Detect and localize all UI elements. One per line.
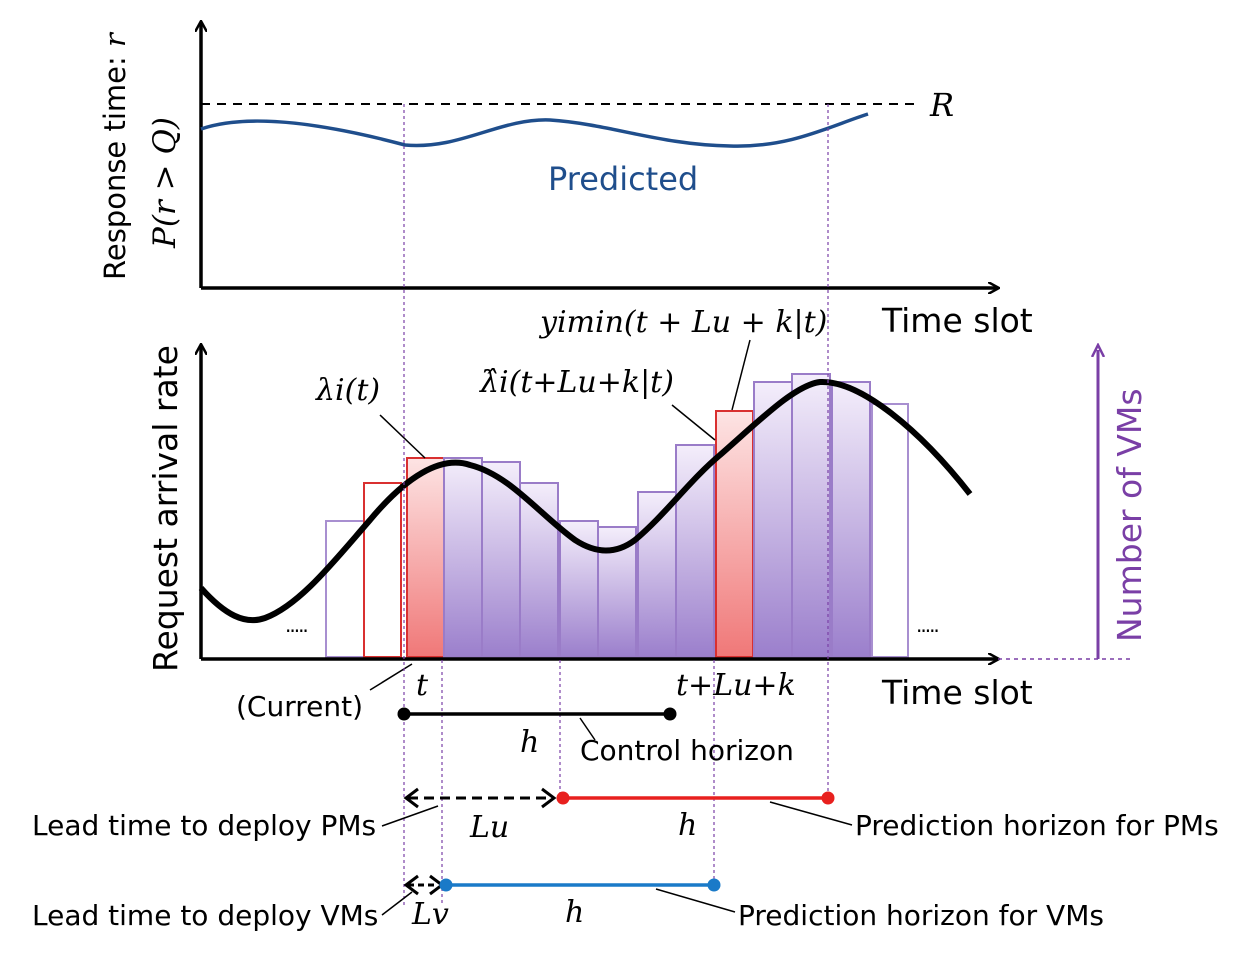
vm-bar — [443, 457, 483, 658]
vm-bar — [559, 520, 599, 658]
vm-lead-leader — [381, 891, 413, 916]
ymin-label: yimin(t + Lu + k|t) — [538, 305, 827, 340]
pm-horizon: Lu h Lead time to deploy PMs Prediction … — [32, 787, 1219, 845]
top-plot: R Predicted Response time: r P(r > Q) Ti… — [98, 22, 1033, 340]
ellipsis-right: ..... — [916, 613, 938, 637]
pm-h-label: h — [678, 808, 697, 843]
arrival-rate-curve — [198, 378, 973, 624]
lambda-hat-label: λ̂i(t+Lu+k|t) — [479, 365, 674, 400]
pm-horizon-start — [556, 791, 570, 805]
pm-prediction-label: Prediction horizon for PMs — [855, 809, 1219, 842]
vm-lead-arrowhead-left — [403, 874, 419, 896]
predicted-curve — [200, 112, 869, 148]
pm-pred-leader — [769, 801, 853, 826]
pm-lead-arrowhead-right — [541, 787, 557, 809]
tick-current: (Current) — [236, 690, 363, 723]
pm-lead-symbol: Lu — [469, 810, 509, 845]
control-leader — [579, 717, 596, 741]
vm-h-label: h — [565, 895, 584, 930]
current-tick-leader — [369, 663, 413, 691]
pm-lead-label: Lead time to deploy PMs — [32, 809, 376, 842]
vm-bar — [637, 491, 677, 658]
ellipsis-left: ..... — [285, 613, 307, 637]
predicted-label: Predicted — [548, 160, 698, 198]
control-horizon: h Control horizon — [397, 707, 794, 767]
pm-bar — [363, 482, 402, 658]
vm-pred-leader — [655, 888, 736, 913]
vm-bar — [481, 461, 521, 658]
control-horizon-start — [397, 707, 411, 721]
vm-horizon: Lv h Lead time to deploy VMs Prediction … — [32, 874, 1104, 932]
vm-count-label: Number of VMs — [1110, 388, 1149, 642]
vm-bar — [871, 403, 909, 658]
lambda-leader — [379, 414, 426, 459]
vm-horizon-end — [707, 878, 721, 892]
guide-lines — [403, 104, 829, 905]
lambda-hat-leader — [671, 404, 716, 441]
tick-t-lu-k: t+Lu+k — [676, 668, 796, 703]
top-x-label: Time slot — [881, 301, 1033, 340]
bottom-plot: Number of VMs Request arrival rate Time … — [146, 305, 1149, 723]
lambda-label: λi(t) — [315, 373, 380, 408]
pm-horizon-end — [821, 791, 835, 805]
vm-bar — [325, 520, 365, 658]
tick-t: t — [416, 668, 429, 703]
pm-lead-leader — [381, 805, 439, 827]
vm-lead-symbol: Lv — [411, 897, 449, 932]
bottom-x-label: Time slot — [881, 673, 1033, 712]
control-horizon-end — [663, 707, 677, 721]
vm-bar — [791, 373, 831, 658]
control-h-label: h — [520, 725, 539, 760]
vm-lead-label: Lead time to deploy VMs — [32, 899, 378, 932]
pm-lead-arrowhead-left — [403, 787, 419, 809]
vm-horizon-start — [439, 878, 453, 892]
threshold-label: R — [929, 86, 954, 124]
probability-label: P(r > Q) — [147, 117, 183, 249]
vm-bar — [753, 381, 793, 658]
vm-bar — [831, 381, 871, 658]
pm-bar — [406, 457, 445, 658]
response-time-label: Response time: r — [98, 31, 132, 280]
request-arrival-label: Request arrival rate — [146, 345, 185, 672]
control-horizon-label: Control horizon — [580, 734, 794, 767]
ymin-leader — [731, 339, 751, 411]
vm-bars — [325, 373, 909, 658]
vm-prediction-label: Prediction horizon for VMs — [738, 899, 1104, 932]
pm-bar — [715, 410, 754, 658]
